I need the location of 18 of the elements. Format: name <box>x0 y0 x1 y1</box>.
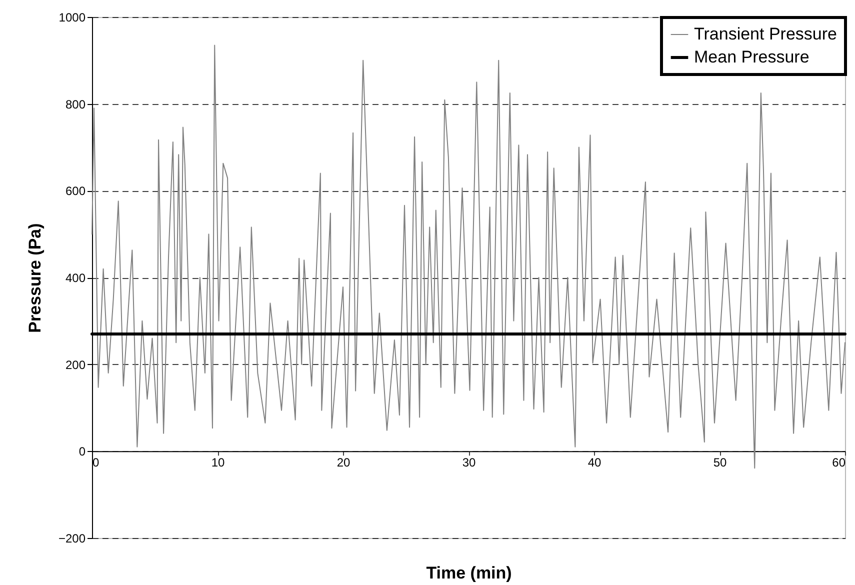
x-tick-label: 10 <box>211 456 225 470</box>
x-tick-label: 20 <box>336 456 350 470</box>
x-tick-label: 0 <box>92 456 100 470</box>
y-axis-title: Pressure (Pa) <box>25 223 44 333</box>
y-tick-label: 800 <box>65 97 86 112</box>
x-tick-label: 50 <box>713 456 727 470</box>
y-tick-label: 400 <box>65 271 86 285</box>
x-tick-label: 40 <box>588 456 602 470</box>
y-tick-label: 200 <box>65 358 86 372</box>
legend-label: Transient Pressure <box>694 24 837 44</box>
y-tick-label: 600 <box>65 184 86 198</box>
y-tick-label: 0 <box>78 444 86 459</box>
y-tick-label: −200 <box>58 532 86 546</box>
x-axis-title: Time (min) <box>426 564 512 582</box>
legend-label: Mean Pressure <box>694 48 810 66</box>
x-tick-label: 60 <box>832 456 846 470</box>
x-tick-label: 30 <box>462 456 476 470</box>
y-tick-label: 1000 <box>58 10 86 24</box>
